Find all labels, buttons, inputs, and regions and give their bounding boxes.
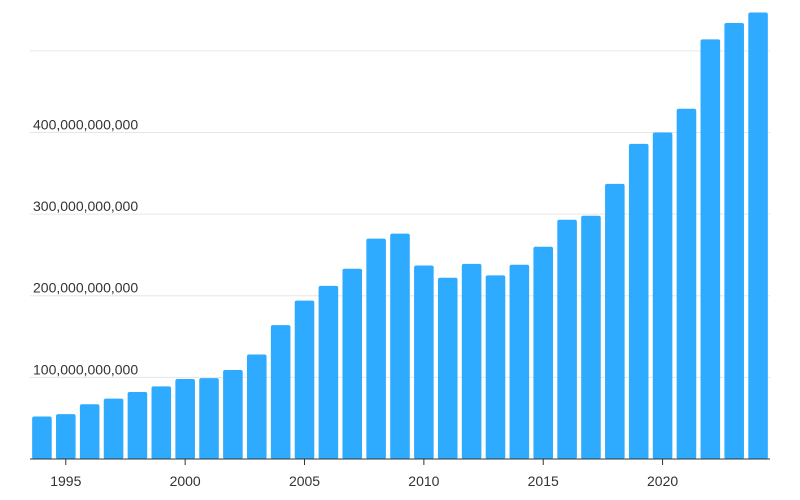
- y-tick-label: 100,000,000,000: [33, 361, 138, 377]
- bar-2023: [724, 23, 744, 459]
- bar-2003: [246, 354, 267, 459]
- bar-2013: [485, 275, 506, 459]
- bar-2010: [414, 265, 434, 459]
- bar-2018: [605, 183, 625, 460]
- bar-2005: [294, 300, 315, 459]
- bar-2012: [461, 263, 482, 459]
- bar-2020: [652, 132, 673, 460]
- bar-2000: [175, 378, 195, 459]
- bar-2015: [533, 246, 554, 459]
- x-tick-label: 2005: [289, 473, 320, 489]
- bar-2017: [581, 215, 601, 459]
- bar-2022: [700, 39, 721, 459]
- bar-2021: [676, 108, 697, 459]
- bar-2019: [628, 143, 649, 459]
- bar-2006: [318, 285, 339, 459]
- bar-2008: [366, 238, 386, 459]
- bar-1997: [103, 398, 124, 459]
- bar-2001: [199, 378, 219, 459]
- bar-2009: [390, 233, 410, 459]
- bar-1996: [79, 404, 100, 459]
- bar-2011: [437, 277, 458, 459]
- bar-1999: [151, 386, 172, 459]
- x-tick-label: 2010: [408, 473, 439, 489]
- bar-2024: [748, 12, 768, 459]
- bar-1998: [127, 392, 148, 459]
- y-tick-label: 200,000,000,000: [33, 280, 138, 296]
- bar-2007: [342, 268, 363, 459]
- bar-1995: [56, 414, 76, 459]
- y-tick-label: 300,000,000,000: [33, 198, 138, 214]
- bars: [32, 12, 768, 460]
- y-axis-labels: 100,000,000,000 200,000,000,000 300,000,00…: [33, 116, 138, 377]
- bar-2016: [557, 219, 577, 459]
- bar-2004: [270, 325, 291, 459]
- bar-1994: [32, 416, 52, 459]
- y-tick-label: 400,000,000,000: [33, 116, 138, 132]
- x-tick-label: 2020: [647, 473, 678, 489]
- x-tick-label: 1995: [50, 473, 81, 489]
- bar-2002: [223, 370, 243, 459]
- bar-2014: [509, 264, 530, 459]
- x-tick-label: 2000: [170, 473, 201, 489]
- x-axis-ticks: 1995 2000 2005 2010 2015 2020: [50, 459, 678, 489]
- x-tick-label: 2015: [528, 473, 559, 489]
